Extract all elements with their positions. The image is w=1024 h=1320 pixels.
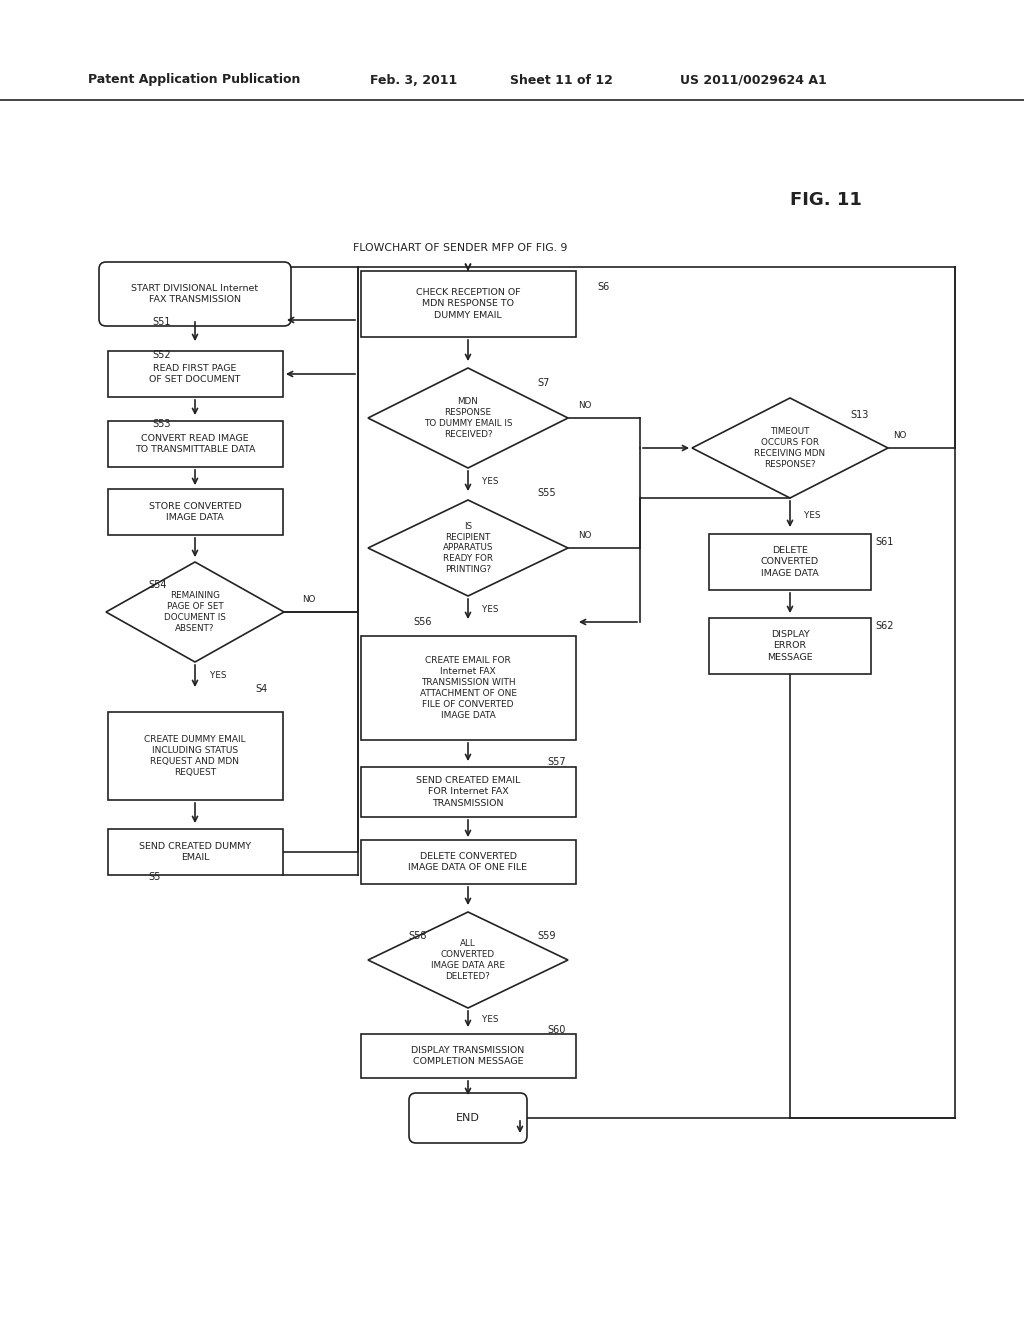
Polygon shape — [692, 399, 888, 498]
Text: DISPLAY
ERROR
MESSAGE: DISPLAY ERROR MESSAGE — [767, 631, 813, 661]
Text: FIG. 11: FIG. 11 — [790, 191, 862, 209]
Text: CHECK RECEPTION OF
MDN RESPONSE TO
DUMMY EMAIL: CHECK RECEPTION OF MDN RESPONSE TO DUMMY… — [416, 288, 520, 319]
FancyBboxPatch shape — [108, 829, 283, 875]
FancyBboxPatch shape — [99, 261, 291, 326]
FancyBboxPatch shape — [360, 636, 575, 741]
Text: NO: NO — [579, 401, 592, 411]
Text: S53: S53 — [152, 418, 171, 429]
Text: S61: S61 — [874, 537, 893, 546]
Text: ALL
CONVERTED
IMAGE DATA ARE
DELETED?: ALL CONVERTED IMAGE DATA ARE DELETED? — [431, 940, 505, 981]
Text: REMAINING
PAGE OF SET
DOCUMENT IS
ABSENT?: REMAINING PAGE OF SET DOCUMENT IS ABSENT… — [164, 591, 226, 632]
Polygon shape — [368, 368, 568, 469]
Polygon shape — [368, 912, 568, 1008]
Text: Feb. 3, 2011: Feb. 3, 2011 — [370, 74, 458, 87]
FancyBboxPatch shape — [360, 1034, 575, 1078]
Text: DELETE CONVERTED
IMAGE DATA OF ONE FILE: DELETE CONVERTED IMAGE DATA OF ONE FILE — [409, 851, 527, 873]
Text: DELETE
CONVERTED
IMAGE DATA: DELETE CONVERTED IMAGE DATA — [761, 546, 819, 578]
Text: US 2011/0029624 A1: US 2011/0029624 A1 — [680, 74, 826, 87]
Text: Sheet 11 of 12: Sheet 11 of 12 — [510, 74, 613, 87]
Text: READ FIRST PAGE
OF SET DOCUMENT: READ FIRST PAGE OF SET DOCUMENT — [150, 364, 241, 384]
Text: YES: YES — [482, 1015, 499, 1024]
FancyBboxPatch shape — [709, 535, 871, 590]
Text: S7: S7 — [537, 378, 549, 388]
FancyBboxPatch shape — [108, 488, 283, 535]
Text: SEND CREATED EMAIL
FOR Internet FAX
TRANSMISSION: SEND CREATED EMAIL FOR Internet FAX TRAN… — [416, 776, 520, 808]
FancyBboxPatch shape — [360, 271, 575, 337]
Text: MDN
RESPONSE
TO DUMMY EMAIL IS
RECEIVED?: MDN RESPONSE TO DUMMY EMAIL IS RECEIVED? — [424, 397, 512, 438]
Text: IS
RECIPIENT
APPARATUS
READY FOR
PRINTING?: IS RECIPIENT APPARATUS READY FOR PRINTIN… — [442, 521, 494, 574]
Text: YES: YES — [482, 606, 499, 615]
FancyBboxPatch shape — [709, 618, 871, 675]
Text: S5: S5 — [148, 873, 161, 882]
Text: SEND CREATED DUMMY
EMAIL: SEND CREATED DUMMY EMAIL — [139, 842, 251, 862]
Text: CONVERT READ IMAGE
TO TRANSMITTABLE DATA: CONVERT READ IMAGE TO TRANSMITTABLE DATA — [135, 434, 255, 454]
Text: S6: S6 — [597, 282, 609, 292]
Text: S56: S56 — [413, 616, 431, 627]
Text: TIMEOUT
OCCURS FOR
RECEIVING MDN
RESPONSE?: TIMEOUT OCCURS FOR RECEIVING MDN RESPONS… — [755, 428, 825, 469]
FancyBboxPatch shape — [108, 421, 283, 467]
Text: CREATE EMAIL FOR
Internet FAX
TRANSMISSION WITH
ATTACHMENT OF ONE
FILE OF CONVER: CREATE EMAIL FOR Internet FAX TRANSMISSI… — [420, 656, 516, 721]
Polygon shape — [106, 562, 284, 663]
Text: Patent Application Publication: Patent Application Publication — [88, 74, 300, 87]
Text: S4: S4 — [255, 684, 267, 694]
FancyBboxPatch shape — [108, 351, 283, 397]
Text: YES: YES — [210, 671, 226, 680]
Text: CREATE DUMMY EMAIL
INCLUDING STATUS
REQUEST AND MDN
REQUEST: CREATE DUMMY EMAIL INCLUDING STATUS REQU… — [144, 735, 246, 777]
Text: S58: S58 — [408, 931, 427, 941]
Text: END: END — [456, 1113, 480, 1123]
FancyBboxPatch shape — [409, 1093, 527, 1143]
Text: YES: YES — [482, 478, 499, 487]
Text: S55: S55 — [537, 488, 556, 498]
FancyBboxPatch shape — [108, 711, 283, 800]
Text: FLOWCHART OF SENDER MFP OF FIG. 9: FLOWCHART OF SENDER MFP OF FIG. 9 — [353, 243, 567, 253]
Text: S57: S57 — [547, 756, 565, 767]
Text: S54: S54 — [148, 579, 167, 590]
Text: S52: S52 — [152, 350, 171, 360]
Text: START DIVISIONAL Internet
FAX TRANSMISSION: START DIVISIONAL Internet FAX TRANSMISSI… — [131, 284, 259, 304]
Text: S59: S59 — [537, 931, 555, 941]
FancyBboxPatch shape — [360, 767, 575, 817]
Text: S60: S60 — [547, 1026, 565, 1035]
FancyBboxPatch shape — [360, 840, 575, 884]
Text: NO: NO — [302, 595, 315, 605]
Text: DISPLAY TRANSMISSION
COMPLETION MESSAGE: DISPLAY TRANSMISSION COMPLETION MESSAGE — [412, 1045, 524, 1067]
Text: S13: S13 — [850, 411, 868, 420]
Text: NO: NO — [893, 432, 906, 441]
Text: NO: NO — [579, 532, 592, 540]
Text: S51: S51 — [152, 317, 171, 327]
Text: S62: S62 — [874, 620, 894, 631]
Text: STORE CONVERTED
IMAGE DATA: STORE CONVERTED IMAGE DATA — [148, 502, 242, 521]
Polygon shape — [368, 500, 568, 597]
Text: YES: YES — [804, 511, 820, 520]
